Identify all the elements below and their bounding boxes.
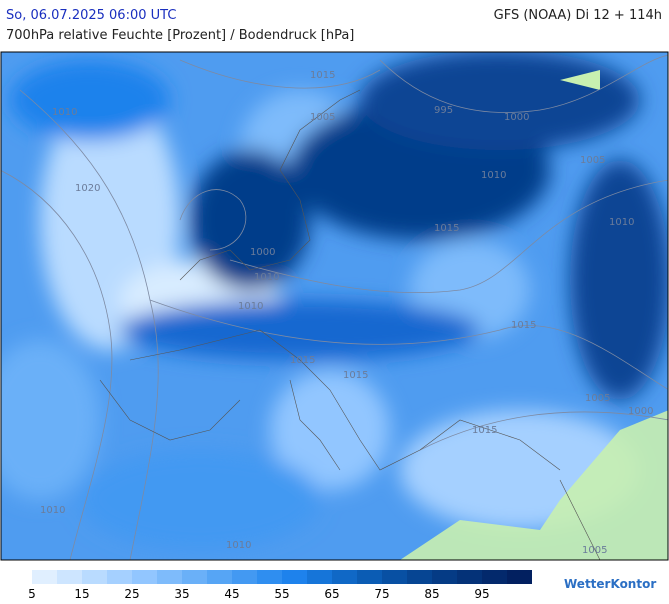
legend-swatch	[232, 570, 257, 584]
legend-tick-label: 15	[74, 587, 89, 600]
map	[1, 52, 668, 560]
header-model: GFS (NOAA) Di 12 + 114h	[494, 8, 662, 23]
legend-tick-label: 95	[474, 587, 489, 600]
isobar-label: 1000	[628, 406, 653, 417]
isobar-label: 995	[434, 105, 453, 116]
isobar-label: 1015	[310, 70, 335, 81]
legend-tick-label: 85	[424, 587, 439, 600]
legend-swatch	[382, 570, 407, 584]
isobar-label: 1005	[310, 112, 335, 123]
isobar-label: 1015	[511, 320, 536, 331]
isobar-label: 1010	[254, 272, 279, 283]
legend-tick-label: 35	[174, 587, 189, 600]
isobar-label: 1020	[75, 183, 100, 194]
isobar-label: 1005	[585, 393, 610, 404]
legend-tick-label: 55	[274, 587, 289, 600]
legend-swatch	[482, 570, 507, 584]
legend-tick-label: 25	[124, 587, 139, 600]
legend-swatch	[82, 570, 107, 584]
legend-swatch	[357, 570, 382, 584]
isobar-label: 1010	[609, 217, 634, 228]
legend-tick-label: 45	[224, 587, 239, 600]
brand: WetterKontor	[564, 577, 656, 591]
legend-swatch	[182, 570, 207, 584]
header-subtitle: 700hPa relative Feuchte [Prozent] / Bode…	[6, 28, 354, 43]
map-frame	[0, 51, 669, 561]
legend-swatch	[507, 570, 532, 584]
isobar-label: 1015	[472, 425, 497, 436]
isobar-label: 1015	[290, 355, 315, 366]
legend-swatch	[282, 570, 307, 584]
isobar-label: 1010	[481, 170, 506, 181]
legend-tick-label: 5	[28, 587, 36, 600]
legend-swatch	[332, 570, 357, 584]
isobar-label: 1000	[250, 247, 275, 258]
legend-swatch	[207, 570, 232, 584]
legend-tick-label: 65	[324, 587, 339, 600]
isobar-label: 1015	[343, 370, 368, 381]
isobar-label: 1010	[226, 540, 251, 551]
legend-swatch	[157, 570, 182, 584]
legend-swatch	[432, 570, 457, 584]
legend-swatch	[407, 570, 432, 584]
isobar-label: 1000	[504, 112, 529, 123]
isobar-label: 1005	[580, 155, 605, 166]
legend-swatch	[307, 570, 332, 584]
legend-swatch	[457, 570, 482, 584]
legend-swatch	[107, 570, 132, 584]
legend-swatch	[132, 570, 157, 584]
isobar-label: 1015	[434, 223, 459, 234]
header-date: So, 06.07.2025 06:00 UTC	[6, 8, 176, 23]
legend-swatch	[57, 570, 82, 584]
isobar-label: 1010	[40, 505, 65, 516]
isobar-label: 1010	[238, 301, 263, 312]
legend-swatch	[257, 570, 282, 584]
isobar-label: 1005	[582, 545, 607, 556]
legend-tick-label: 75	[374, 587, 389, 600]
legend-swatch	[32, 570, 57, 584]
isobar-label: 1010	[52, 107, 77, 118]
